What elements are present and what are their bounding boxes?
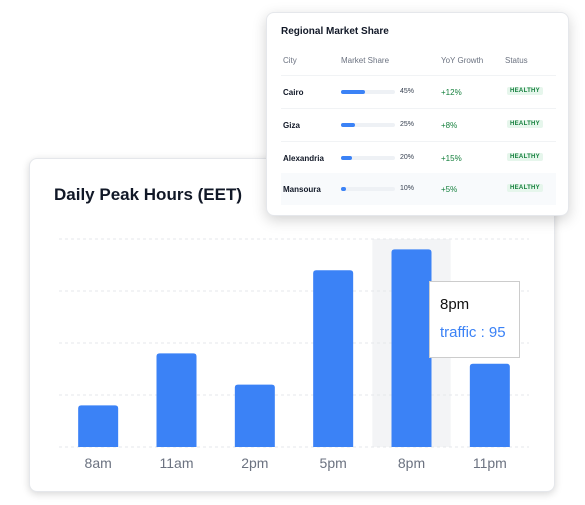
bar-8pm xyxy=(391,249,432,447)
table-header: City Market Share YoY Growth Status xyxy=(281,56,556,70)
x-tick-label: 11pm xyxy=(473,455,507,471)
share-bar-fill xyxy=(341,156,352,160)
tooltip-series: traffic xyxy=(440,324,477,341)
status-badge: HEALTHY xyxy=(507,184,543,192)
bar-5pm xyxy=(313,270,354,447)
row-growth: +5% xyxy=(441,185,458,194)
tooltip-separator: : xyxy=(476,324,489,341)
tooltip-value-line: traffic : 95 xyxy=(440,324,509,342)
header-market-share: Market Share xyxy=(341,56,390,65)
row-city: Giza xyxy=(283,121,300,130)
share-bar-track xyxy=(341,90,395,94)
share-bar-fill xyxy=(341,123,355,127)
header-status: Status xyxy=(505,56,528,65)
x-tick-label: 8pm xyxy=(398,455,425,471)
tooltip-label: 8pm xyxy=(440,296,470,313)
chart-tooltip: 8pm traffic : 95 xyxy=(429,281,520,358)
row-city: Mansoura xyxy=(283,185,321,194)
share-bar-track xyxy=(341,123,395,127)
row-city: Cairo xyxy=(283,88,304,97)
row-divider xyxy=(281,141,556,142)
share-bar-track xyxy=(341,156,395,160)
header-divider xyxy=(281,75,556,76)
tooltip-value: 95 xyxy=(488,324,506,341)
bar-8am xyxy=(78,405,119,447)
row-growth: +15% xyxy=(441,154,462,163)
table-row: Giza 25% +8% HEALTHY xyxy=(281,109,556,141)
row-growth: +8% xyxy=(441,121,458,130)
table-row: Cairo 45% +12% HEALTHY xyxy=(281,76,556,108)
status-badge: HEALTHY xyxy=(507,153,543,161)
share-bar-fill xyxy=(341,187,347,191)
x-tick-label: 2pm xyxy=(241,455,268,471)
status-badge: HEALTHY xyxy=(507,120,543,128)
row-share-label: 45% xyxy=(400,88,415,95)
bar-11am xyxy=(156,353,197,447)
row-divider xyxy=(281,108,556,109)
chart-title: Daily Peak Hours (EET) xyxy=(54,185,243,204)
row-share-label: 10% xyxy=(400,185,415,192)
table-row: Mansoura 10% +5% HEALTHY xyxy=(281,173,556,205)
bar-11pm xyxy=(469,363,510,447)
x-tick-label: 8am xyxy=(85,455,112,471)
row-share-label: 20% xyxy=(400,154,415,161)
header-city: City xyxy=(283,56,297,65)
table-row: Alexandria 20% +15% HEALTHY xyxy=(281,142,556,174)
header-yoy-growth: YoY Growth xyxy=(441,56,484,65)
row-city: Alexandria xyxy=(283,154,324,163)
x-tick-label: 5pm xyxy=(320,455,347,471)
bar-2pm xyxy=(234,384,275,447)
table-title: Regional Market Share xyxy=(281,26,389,37)
row-share-label: 25% xyxy=(400,121,415,128)
share-bar-track xyxy=(341,187,395,191)
regional-market-share-card: Regional Market Share City Market Share … xyxy=(266,12,569,216)
row-growth: +12% xyxy=(441,88,462,97)
status-badge: HEALTHY xyxy=(507,87,543,95)
x-tick-label: 11am xyxy=(160,455,194,471)
share-bar-fill xyxy=(341,90,366,94)
